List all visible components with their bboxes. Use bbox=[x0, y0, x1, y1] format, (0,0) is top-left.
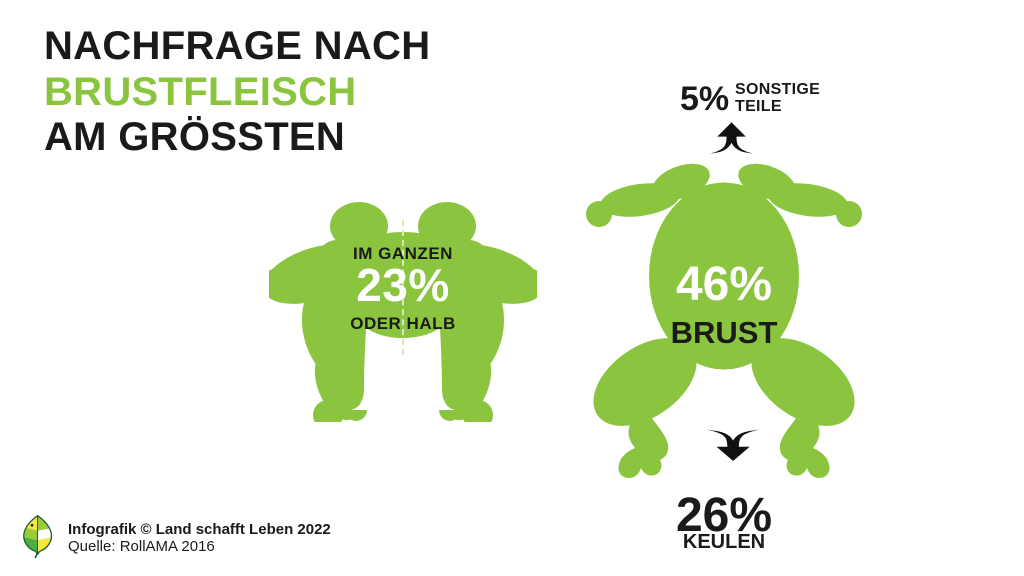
svg-text:46%: 46% bbox=[676, 258, 772, 311]
svg-text:BRUST: BRUST bbox=[671, 315, 778, 350]
svg-text:KEULEN: KEULEN bbox=[683, 531, 765, 553]
svg-text:TEILE: TEILE bbox=[735, 98, 782, 115]
svg-text:5%: 5% bbox=[680, 80, 729, 118]
svg-text:SONSTIGE: SONSTIGE bbox=[735, 81, 820, 98]
